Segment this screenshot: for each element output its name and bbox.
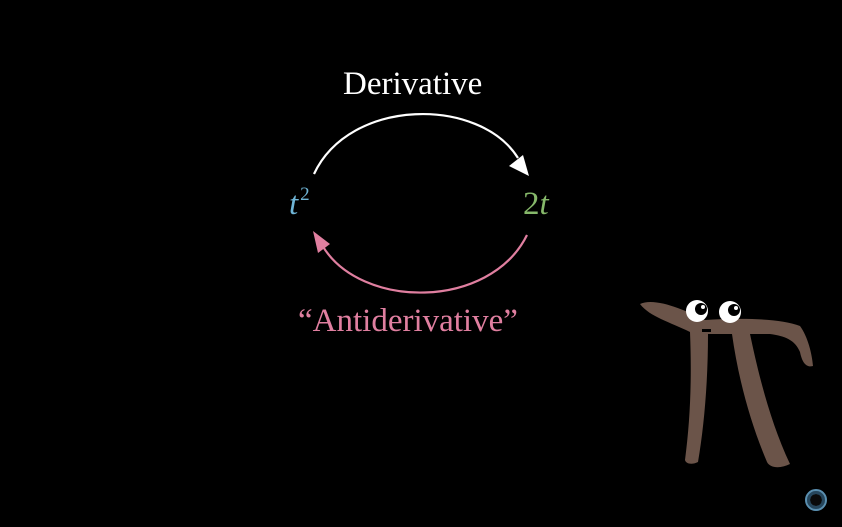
t-squared-exponent: 2 xyxy=(300,184,310,205)
pi-right-eye-shine xyxy=(734,306,738,310)
pi-right-pupil xyxy=(728,304,740,316)
pi-left-pupil xyxy=(695,303,707,315)
derivative-label: Derivative xyxy=(343,66,483,102)
pi-creature-icon xyxy=(640,300,813,468)
two-t-coefficient: 2 xyxy=(523,186,540,222)
derivative-arc xyxy=(313,112,519,175)
two-t-expression: 2t xyxy=(523,186,549,223)
pi-left-eye-shine xyxy=(701,305,705,309)
circle-badge-icon xyxy=(805,489,827,511)
pi-mouth xyxy=(702,329,711,332)
derivative-arrowhead xyxy=(509,155,529,176)
antiderivative-arrowhead xyxy=(313,231,330,253)
t-squared-base: t xyxy=(289,186,299,222)
antiderivative-label: “Antiderivative” xyxy=(298,303,518,339)
pi-creature-body xyxy=(640,302,813,468)
antiderivative-arc xyxy=(321,234,528,294)
two-t-variable: t xyxy=(539,186,549,222)
